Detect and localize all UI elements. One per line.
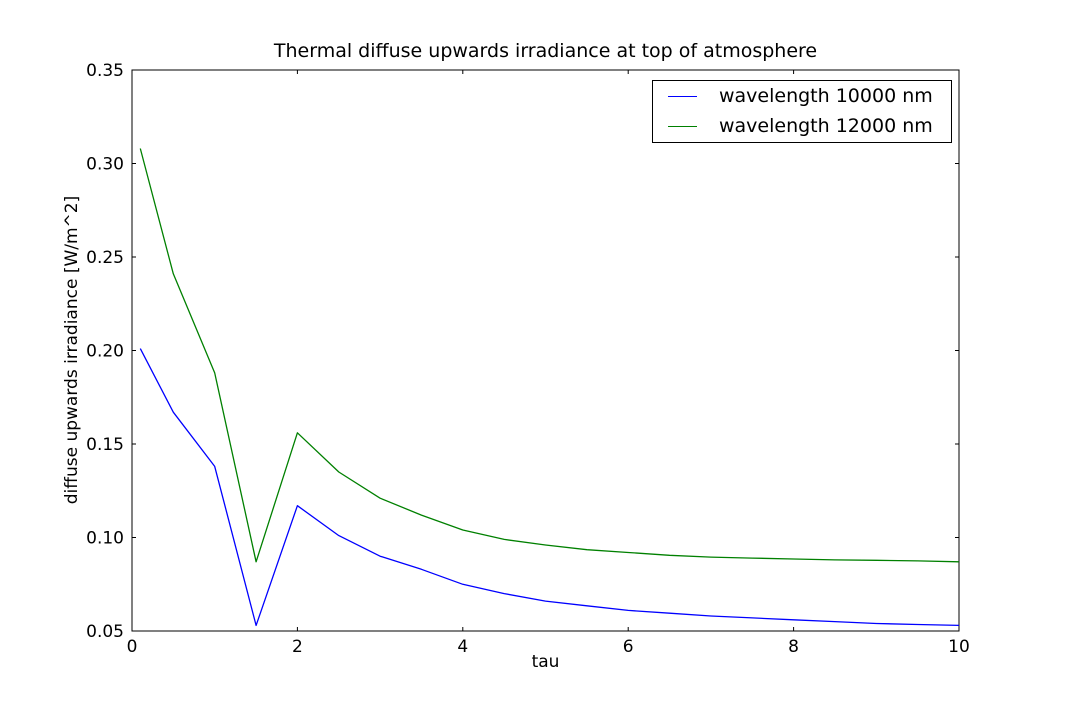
legend: wavelength 10000 nm wavelength 12000 nm [652, 80, 952, 143]
legend-item-wavelength-10000: wavelength 10000 nm [653, 84, 951, 107]
series-line-10000nm [139, 348, 960, 627]
y-tick-label: 0.25 [86, 248, 124, 268]
y-tick-label: 0.10 [86, 529, 124, 549]
y-tick-label: 0.20 [86, 342, 124, 362]
y-tick-label: 0.35 [86, 61, 124, 81]
legend-label: wavelength 12000 nm [719, 115, 933, 138]
x-tick-label: 2 [292, 637, 303, 657]
x-axis-label: tau [531, 652, 560, 672]
y-tick-label: 0.05 [86, 622, 124, 642]
x-tick-label: 6 [623, 637, 634, 657]
x-tick-label: 10 [948, 637, 970, 657]
legend-item-wavelength-12000: wavelength 12000 nm [653, 117, 951, 136]
series-line-12000nm [139, 148, 960, 563]
y-tick-label: 0.30 [86, 155, 124, 175]
x-tick-label: 0 [127, 637, 138, 657]
y-tick-label: 0.15 [86, 435, 124, 455]
chart-title: Thermal diffuse upwards irradiance at to… [273, 40, 818, 62]
x-tick-label: 8 [788, 637, 799, 657]
legend-line-sample-blue [668, 95, 697, 97]
x-tick-label: 4 [457, 637, 468, 657]
legend-label: wavelength 10000 nm [719, 84, 933, 107]
plot-border [131, 69, 960, 632]
legend-line-sample-green [668, 126, 697, 128]
y-axis-label: diffuse upwards irradiance [W/m^2] [62, 195, 82, 505]
